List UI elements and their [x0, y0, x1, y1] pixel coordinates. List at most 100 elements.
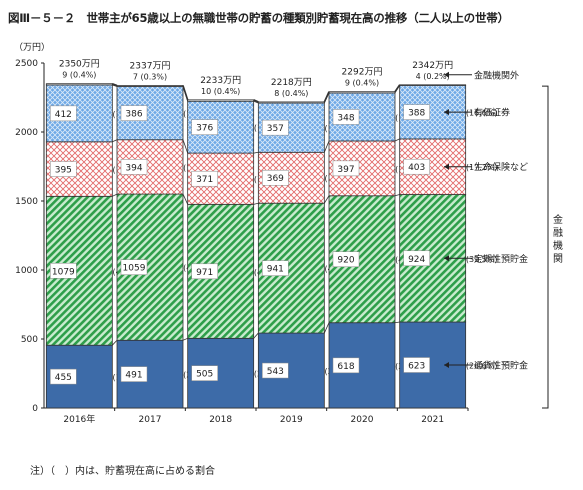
- connector-line: [112, 193, 118, 197]
- chart-title: 図Ⅲ－５－２ 世帯主が65歳以上の無職世帯の貯蓄の種類別貯蓄現在高の推移（二人以…: [8, 11, 509, 25]
- value-label-box: [191, 263, 218, 280]
- connector-line: [323, 195, 330, 204]
- value-label-box: [332, 160, 360, 177]
- bar-segment: [116, 85, 184, 87]
- y-axis-unit: （万円）: [14, 42, 50, 53]
- value-label: 371: [196, 175, 213, 185]
- legend-arrowhead: [444, 71, 449, 78]
- x-tick-label: 2019: [280, 415, 303, 425]
- connector-line: [182, 139, 189, 154]
- bar-segment: [187, 99, 255, 102]
- small-series-label: 8 (0.4%): [274, 89, 308, 98]
- value-label: 505: [196, 370, 213, 380]
- connector-line: [112, 139, 118, 143]
- x-tick-label: 2016年: [63, 413, 95, 425]
- value-label: 369: [267, 174, 284, 184]
- connector-line: [182, 193, 189, 205]
- value-label-box: [191, 170, 218, 187]
- legend-label: 通貨性預貯金: [474, 360, 528, 372]
- legend-arrowhead: [444, 255, 449, 262]
- total-label: 2350万円: [59, 59, 100, 70]
- small-series-label: 10 (0.4%): [201, 87, 240, 96]
- value-label: 491: [125, 371, 142, 381]
- value-label: 623: [408, 362, 425, 372]
- percent-label: (16.6%): [466, 109, 498, 118]
- small-series-label: 9 (0.4%): [345, 79, 379, 88]
- value-label-box: [191, 365, 218, 381]
- x-tick-label: 2018: [209, 415, 232, 425]
- legend-arrowhead: [444, 362, 449, 369]
- value-label: 971: [196, 268, 213, 278]
- value-label-box: [50, 105, 77, 122]
- percent-label: (17.2%): [466, 163, 498, 172]
- value-label: 924: [408, 255, 425, 265]
- value-label: 348: [337, 113, 354, 123]
- percent-label: (39.5%): [466, 255, 498, 264]
- value-label: 403: [408, 163, 425, 173]
- x-tick-label: 2017: [139, 415, 162, 425]
- small-series-label: 4 (0.2%): [416, 72, 450, 81]
- bar-segment: [257, 101, 325, 104]
- connector-line: [394, 84, 401, 93]
- legend-label: 有価証券: [474, 107, 510, 119]
- value-label-box: [262, 119, 289, 136]
- value-label: 1079: [52, 267, 75, 277]
- y-tick-label: 0: [32, 404, 38, 414]
- value-label: 941: [267, 265, 284, 275]
- value-label-box: [403, 158, 430, 175]
- value-label-box: [191, 119, 218, 135]
- value-label-box: [403, 250, 430, 267]
- value-label-box: [332, 357, 360, 374]
- connector-line: [394, 194, 400, 197]
- small-series-label: 9 (0.4%): [62, 71, 96, 80]
- y-tick-label: 1500: [15, 197, 38, 207]
- connector-line: [112, 339, 118, 346]
- connector-line: [253, 99, 259, 103]
- value-label: 618: [337, 362, 354, 372]
- x-tick-label: 2021: [421, 415, 444, 425]
- value-label-box: [403, 104, 430, 120]
- connector-line: [394, 321, 400, 324]
- total-label: 2233万円: [200, 75, 241, 86]
- legend-arrowhead: [444, 109, 449, 116]
- value-label-box: [120, 366, 148, 382]
- y-tick-label: 2000: [15, 128, 38, 138]
- value-label: 388: [408, 109, 425, 119]
- small-series-label: 7 (0.3%): [133, 72, 167, 81]
- value-label: 455: [55, 373, 72, 383]
- value-label: 357: [267, 124, 284, 134]
- value-label-box: [50, 161, 77, 177]
- legend-arrowhead: [444, 163, 449, 170]
- connector-line: [253, 151, 259, 154]
- value-label: 397: [337, 165, 354, 175]
- value-label: 412: [55, 110, 72, 120]
- y-tick-label: 500: [21, 335, 38, 345]
- percent-label: (26.6%): [466, 362, 498, 371]
- connector-line: [323, 322, 330, 334]
- connector-line: [253, 202, 259, 205]
- connector-line: [112, 82, 118, 87]
- value-label-box: [262, 362, 289, 379]
- value-label-box: [120, 105, 148, 121]
- value-label-box: [50, 263, 77, 279]
- legend-label: 定期性預貯金: [474, 253, 528, 265]
- bar-segment: [45, 83, 113, 86]
- connector-line: [253, 332, 259, 339]
- value-label: 543: [267, 367, 284, 377]
- value-label-box: [403, 357, 430, 373]
- y-tick-label: 2500: [15, 59, 38, 69]
- connector-line: [112, 84, 118, 87]
- value-label: 376: [196, 124, 213, 134]
- total-label: 2342万円: [412, 60, 453, 71]
- footnote: 注）（ ）内は、貯蓄現在高に占める割合: [30, 466, 215, 477]
- value-label-box: [50, 368, 77, 385]
- value-label-box: [262, 169, 289, 186]
- value-label: 1059: [123, 264, 146, 274]
- bracket-label: 金融機関: [553, 213, 563, 265]
- x-tick-label: 2020: [351, 415, 374, 425]
- value-label: 386: [125, 110, 142, 120]
- y-tick-label: 1000: [15, 266, 38, 276]
- value-label: 920: [337, 256, 354, 266]
- total-label: 2337万円: [130, 60, 171, 71]
- connector-line: [182, 337, 188, 341]
